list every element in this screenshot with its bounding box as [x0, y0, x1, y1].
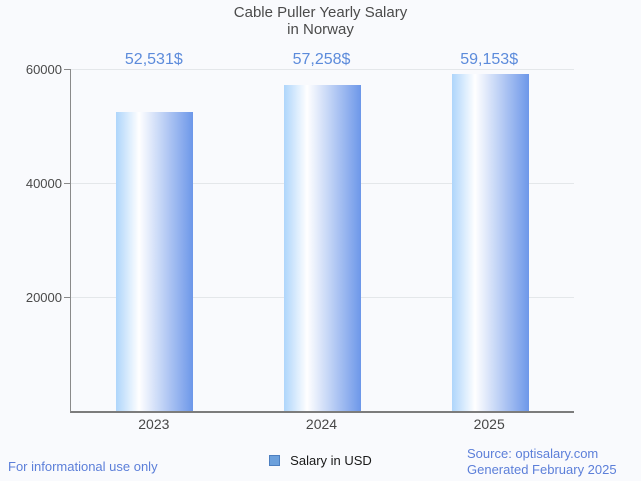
chart-title: Cable Puller Yearly Salary in Norway [0, 4, 641, 38]
bar-slot-2024 [239, 69, 407, 411]
x-axis-labels: 2023 2024 2025 [70, 416, 573, 432]
y-axis-label: 20000 [25, 289, 62, 305]
bar-slot-2025 [406, 69, 574, 411]
legend: Salary in USD [0, 452, 641, 468]
x-axis-label: 2024 [305, 416, 338, 432]
bar-2025 [451, 73, 529, 411]
bar-2024 [284, 84, 361, 411]
chart-title-line1: Cable Puller Yearly Salary [233, 4, 408, 21]
source-block: Source: optisalary.com Generated Februar… [467, 446, 617, 478]
disclaimer-note: For informational use only [8, 459, 158, 474]
bar-slot-2023 [71, 69, 239, 411]
gridline [71, 69, 574, 70]
legend-swatch-icon [269, 454, 281, 466]
source-line: Source: optisalary.com [467, 446, 599, 461]
y-axis-label: 60000 [25, 61, 62, 77]
bar-value-label: 59,153$ [460, 51, 519, 68]
x-axis-label: 2023 [138, 416, 170, 432]
y-axis-tick [64, 297, 70, 298]
bar-2023 [116, 111, 194, 411]
y-axis-tick [64, 69, 70, 70]
chart-title-line2: in Norway [287, 21, 354, 38]
bar-value-label: 57,258$ [292, 51, 351, 68]
y-axis-label: 40000 [25, 175, 62, 191]
plot-area [70, 69, 574, 413]
x-axis-label: 2025 [473, 416, 505, 432]
value-label-row: 52,531$ 57,258$ 59,153$ [70, 51, 573, 69]
legend-label: Salary in USD [290, 452, 372, 468]
bar-value-label: 52,531$ [124, 51, 183, 68]
generated-line: Generated February 2025 [467, 462, 617, 477]
y-axis-tick [64, 183, 70, 184]
